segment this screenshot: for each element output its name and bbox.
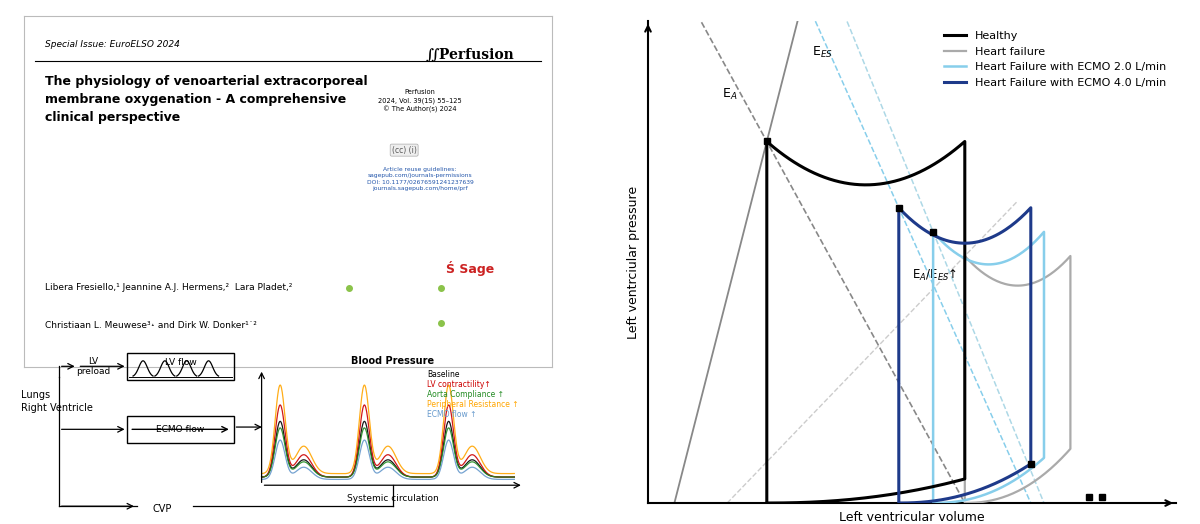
Text: LV flow: LV flow — [164, 357, 197, 367]
Text: Blood Pressure: Blood Pressure — [352, 356, 434, 366]
Text: LV
preload: LV preload — [76, 357, 110, 376]
Text: Special Issue: EuroELSO 2024: Special Issue: EuroELSO 2024 — [46, 40, 180, 49]
Y-axis label: Left ventrciular pressure: Left ventrciular pressure — [626, 185, 640, 339]
Text: (cc) (i): (cc) (i) — [391, 146, 416, 155]
Text: ∬Perfusion: ∬Perfusion — [425, 47, 514, 61]
Text: Perfusion
2024, Vol. 39(1S) 55–125
© The Author(s) 2024: Perfusion 2024, Vol. 39(1S) 55–125 © The… — [378, 90, 462, 113]
Text: Peripheral Resistance ↑: Peripheral Resistance ↑ — [427, 400, 518, 409]
Text: Christiaan L. Meuwese³˔ and Dirk W. Donker¹˙²: Christiaan L. Meuwese³˔ and Dirk W. Donk… — [46, 321, 260, 330]
Text: ECMO flow ↑: ECMO flow ↑ — [427, 410, 476, 419]
Text: CVP: CVP — [152, 505, 172, 515]
X-axis label: Left ventricular volume: Left ventricular volume — [839, 511, 985, 524]
Text: E$_A$: E$_A$ — [722, 87, 737, 102]
Text: Lungs
Right Ventricle: Lungs Right Ventricle — [22, 390, 94, 413]
Text: LV contractility↑: LV contractility↑ — [427, 379, 491, 389]
Text: Article reuse guidelines:
sagepub.com/journals-permissions
DOI: 10.1177/02676591: Article reuse guidelines: sagepub.com/jo… — [367, 167, 473, 191]
Text: E$_A$/E$_{ES}$↑: E$_A$/E$_{ES}$↑ — [912, 268, 958, 283]
Legend: Healthy, Heart failure, Heart Failure with ECMO 2.0 L/min, Heart Failure with EC: Healthy, Heart failure, Heart Failure wi… — [940, 27, 1170, 92]
Text: Libera Fresiello,¹ Jeannine A.J. Hermens,²  Lara Pladet,²: Libera Fresiello,¹ Jeannine A.J. Hermens… — [46, 282, 295, 291]
Bar — [127, 353, 234, 380]
Text: Baseline: Baseline — [427, 369, 460, 378]
Text: Ś Sage: Ś Sage — [446, 261, 494, 277]
Bar — [127, 416, 234, 443]
Text: Systemic circulation: Systemic circulation — [347, 494, 438, 503]
Text: ECMO flow: ECMO flow — [156, 425, 205, 434]
Text: The physiology of venoarterial extracorporeal
membrane oxygenation - A comprehen: The physiology of venoarterial extracorp… — [46, 75, 367, 124]
Text: E$_{ES}$: E$_{ES}$ — [811, 45, 833, 60]
Text: Aorta Compliance ↑: Aorta Compliance ↑ — [427, 389, 504, 399]
